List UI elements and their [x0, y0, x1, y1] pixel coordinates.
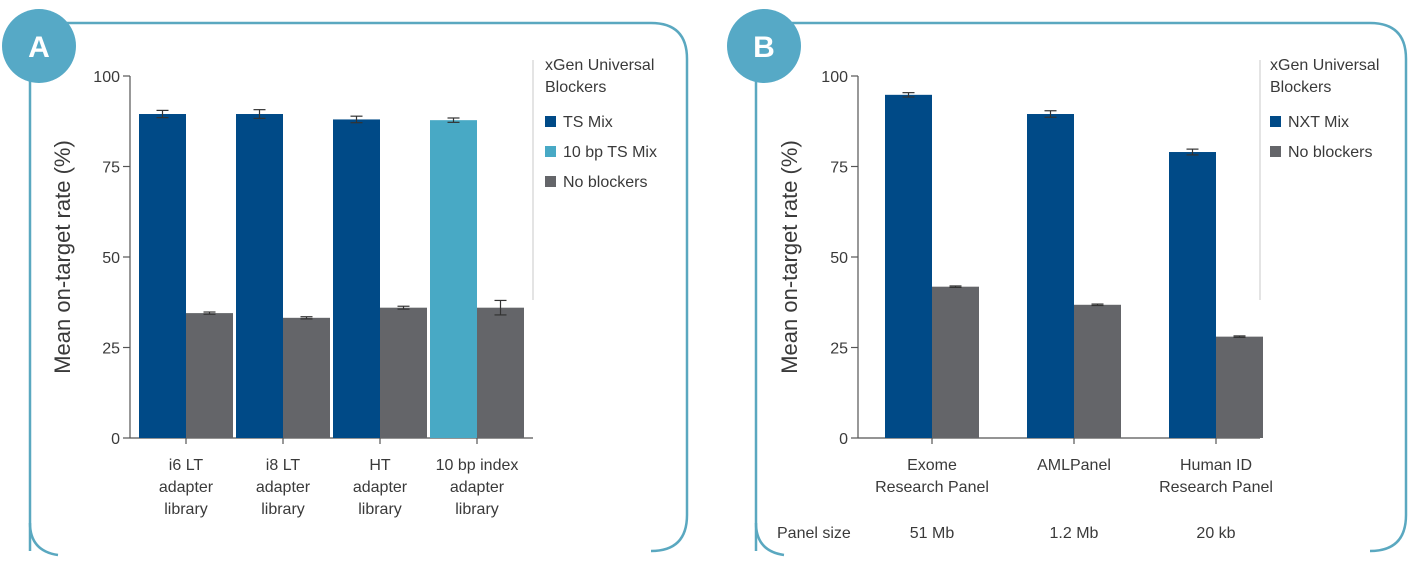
- footer-value: 1.2 Mb: [1050, 525, 1099, 542]
- category-label: AMLPanel: [1037, 457, 1111, 474]
- bar-no-blockers: [380, 307, 427, 438]
- bar-blocker: [1027, 114, 1074, 438]
- footer-value: 20 kb: [1196, 525, 1235, 542]
- legend-swatch: [1270, 116, 1281, 127]
- legend-label: No blockers: [563, 174, 647, 191]
- panel-frame: [28, 21, 689, 553]
- legend-label: NXT Mix: [1288, 114, 1349, 131]
- category-label: Research Panel: [875, 479, 989, 496]
- category-label: Research Panel: [1159, 479, 1273, 496]
- category-label: i6 LT: [169, 457, 204, 474]
- footer-value: 51 Mb: [910, 525, 955, 542]
- bar-no-blockers: [1216, 336, 1263, 438]
- y-axis-title: Mean on-target rate (%): [777, 140, 802, 374]
- bar-blocker: [333, 119, 380, 438]
- y-tick-label: 25: [830, 341, 848, 358]
- panel-badge: [727, 9, 801, 83]
- y-tick-label: 50: [830, 250, 848, 267]
- category-label: adapter: [450, 479, 505, 496]
- category-label: Human ID: [1180, 457, 1252, 474]
- bar-blocker: [885, 94, 932, 438]
- bar-blocker: [1169, 152, 1216, 438]
- bar-no-blockers: [186, 313, 233, 438]
- panel-frame-corner: [28, 522, 59, 557]
- y-tick-label: 75: [102, 160, 120, 177]
- legend-swatch: [545, 116, 556, 127]
- panel-a: A 0 25 50 75 100 Mean on-target rate (%) i6 LT a…: [2, 9, 689, 557]
- legend-title: Blockers: [545, 79, 606, 96]
- category-label: adapter: [256, 479, 311, 496]
- panel-frame-corner: [754, 522, 785, 557]
- category-label: adapter: [159, 479, 214, 496]
- category-label: HT: [369, 457, 391, 474]
- y-tick-label: 0: [111, 431, 120, 448]
- category-label: Exome: [907, 457, 957, 474]
- footer-label: Panel size: [777, 525, 851, 542]
- bar-blocker: [430, 120, 477, 438]
- panel-b: B 0 25 50 75 100 Mean on-target rate (%) Exome R…: [727, 9, 1408, 557]
- y-tick-label: 50: [102, 250, 120, 267]
- bar-blocker: [139, 114, 186, 438]
- bar-no-blockers: [1074, 304, 1121, 438]
- bar-no-blockers: [477, 307, 524, 438]
- y-tick-label: 0: [839, 431, 848, 448]
- panel-badge: [2, 9, 76, 83]
- category-label: adapter: [353, 479, 408, 496]
- bar-blocker: [236, 114, 283, 438]
- panel-frame: [754, 21, 1408, 553]
- legend-title: xGen Universal: [1270, 57, 1379, 74]
- category-label: library: [164, 501, 208, 518]
- y-tick-label: 100: [93, 69, 120, 86]
- bar-no-blockers: [932, 286, 979, 438]
- legend-swatch: [545, 146, 556, 157]
- y-axis-title: Mean on-target rate (%): [50, 140, 75, 374]
- y-tick-label: 100: [821, 69, 848, 86]
- y-tick-label: 25: [102, 341, 120, 358]
- category-label: library: [455, 501, 499, 518]
- category-label: library: [358, 501, 402, 518]
- bar-no-blockers: [283, 317, 330, 438]
- legend-title: Blockers: [1270, 79, 1331, 96]
- legend-swatch: [545, 176, 556, 187]
- category-label: i8 LT: [266, 457, 301, 474]
- category-label: library: [261, 501, 305, 518]
- panel-badge-label: B: [753, 31, 775, 64]
- legend-title: xGen Universal: [545, 57, 654, 74]
- category-label: 10 bp index: [436, 457, 519, 474]
- y-tick-label: 75: [830, 160, 848, 177]
- legend-label: TS Mix: [563, 114, 613, 131]
- panel-badge-label: A: [28, 31, 50, 64]
- legend-label: 10 bp TS Mix: [563, 144, 657, 161]
- legend-swatch: [1270, 146, 1281, 157]
- legend-label: No blockers: [1288, 144, 1372, 161]
